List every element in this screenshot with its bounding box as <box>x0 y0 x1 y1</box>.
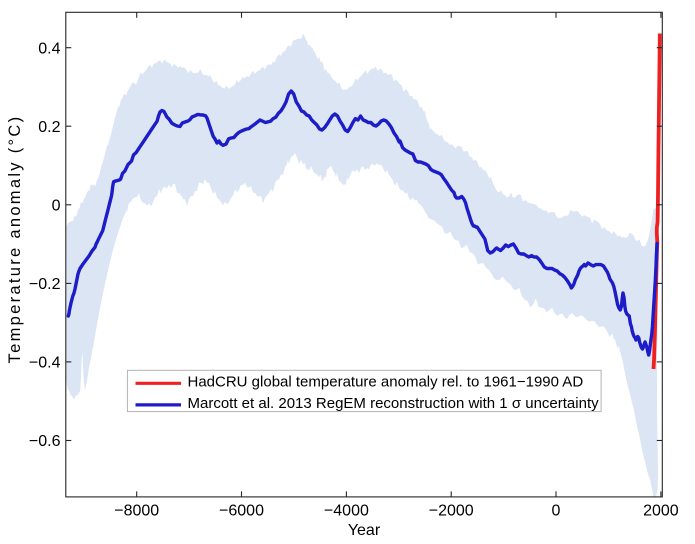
svg-text:0: 0 <box>552 503 561 520</box>
svg-text:−2000: −2000 <box>429 503 474 520</box>
svg-text:Temperature anomaly (°C): Temperature anomaly (°C) <box>6 115 24 364</box>
svg-text:−4000: −4000 <box>324 503 369 520</box>
svg-text:HadCRU global temperature anom: HadCRU global temperature anomaly rel. t… <box>188 373 584 390</box>
svg-text:−0.6: −0.6 <box>29 433 61 450</box>
svg-text:−8000: −8000 <box>114 503 159 520</box>
svg-text:Year: Year <box>348 522 381 539</box>
svg-text:0: 0 <box>52 198 61 215</box>
svg-text:0.2: 0.2 <box>38 119 60 136</box>
svg-text:−0.4: −0.4 <box>29 355 61 372</box>
svg-text:−0.2: −0.2 <box>29 276 61 293</box>
svg-text:−6000: −6000 <box>219 503 264 520</box>
svg-text:Marcott et al. 2013 RegEM reco: Marcott et al. 2013 RegEM reconstruction… <box>188 395 600 412</box>
svg-text:0.4: 0.4 <box>38 40 60 57</box>
svg-text:2000: 2000 <box>643 503 679 520</box>
